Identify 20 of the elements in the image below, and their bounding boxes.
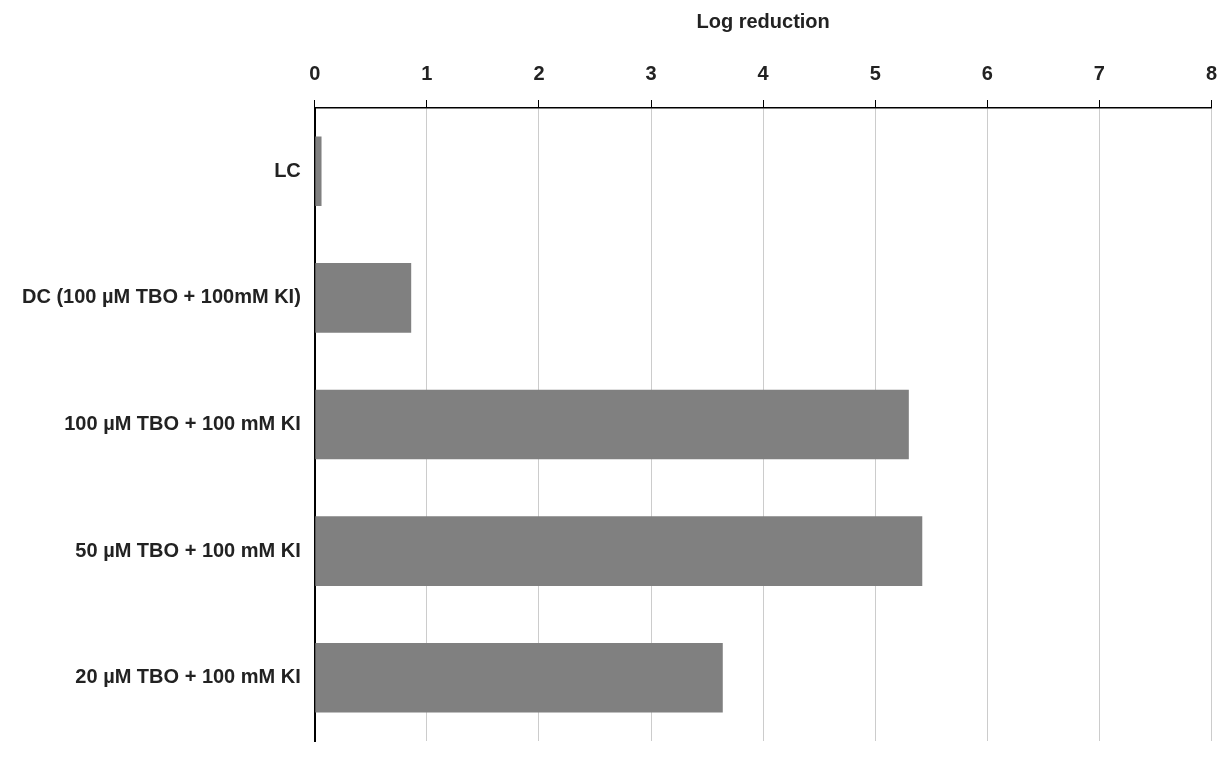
x-tick-label: 3 [645,61,657,84]
y-tick-label: 20 µM TBO + 100 mM KI [75,665,301,688]
x-tick-label: 6 [981,61,993,84]
x-tick-label: 8 [1205,61,1217,84]
x-axis-title: Log reduction [696,9,830,32]
x-tick-label: 0 [309,61,321,84]
bar [315,516,923,586]
bar [315,642,723,713]
x-tick-label: 1 [421,61,433,84]
bar [315,389,909,460]
y-tick-label: LC [274,158,301,181]
y-tick-label: 50 µM TBO + 100 mM KI [75,538,301,561]
x-tick-label: 5 [869,61,881,84]
bar [315,263,412,333]
bar [315,136,322,207]
x-tick-label: 4 [757,61,770,84]
y-tick-label: DC (100 µM TBO + 100mM KI) [22,285,301,308]
x-tick-label: 7 [1093,61,1105,84]
y-tick-label: 100 µM TBO + 100 mM KI [64,412,301,435]
x-tick-label: 2 [533,61,545,84]
